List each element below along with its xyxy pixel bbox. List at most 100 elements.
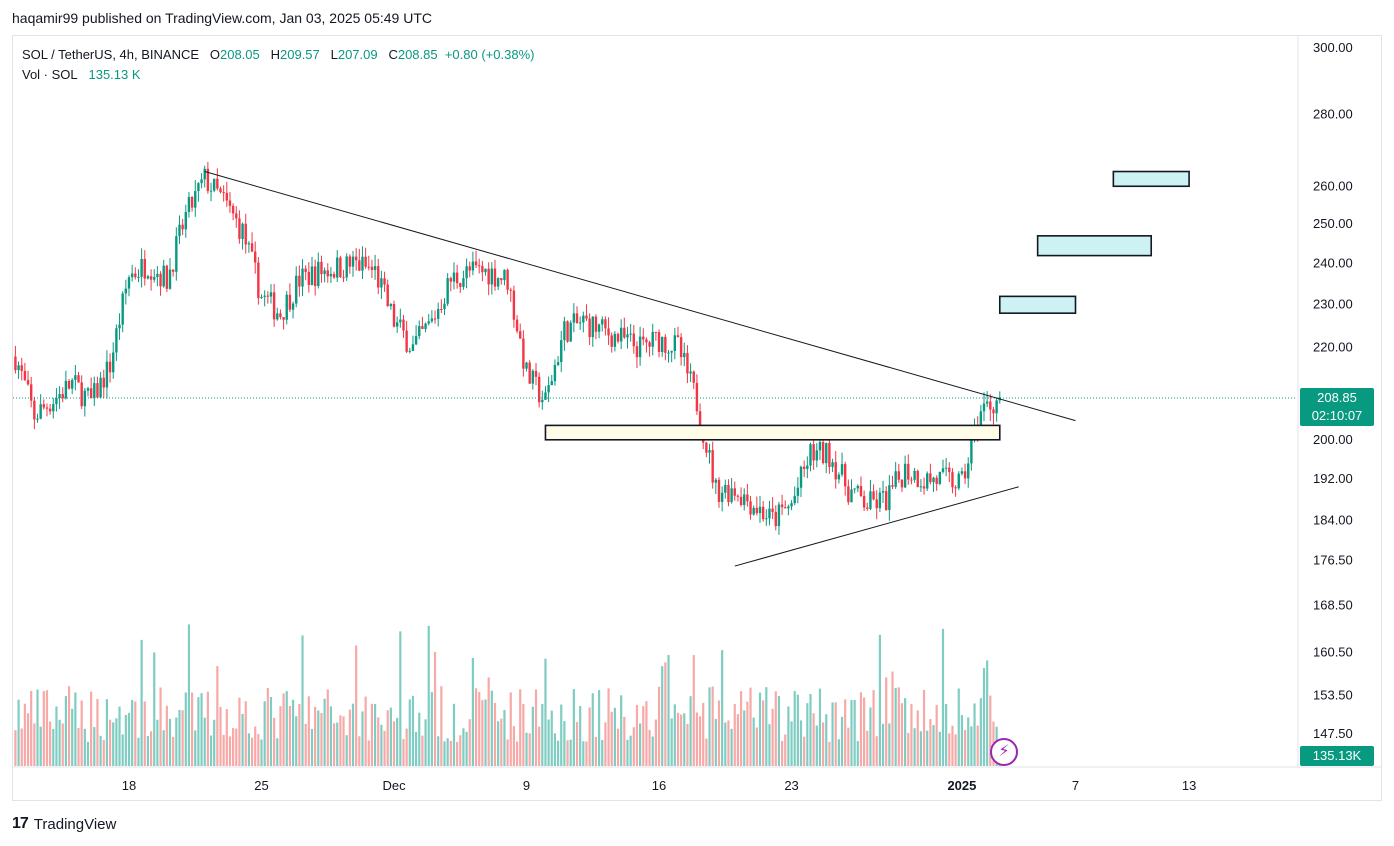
candle-body <box>121 293 124 325</box>
volume-bar <box>856 741 859 766</box>
candle-body <box>989 401 992 410</box>
candle-body <box>130 273 134 278</box>
candle-body <box>168 269 172 289</box>
candle-body <box>676 335 680 338</box>
candle-body <box>796 487 800 496</box>
volume-bar <box>383 730 386 766</box>
volume-bar <box>424 719 427 766</box>
candle-body <box>859 485 863 496</box>
volume-bar <box>844 699 847 766</box>
volume-bar <box>49 721 52 766</box>
volume-bar <box>178 709 181 766</box>
candles <box>14 162 1001 535</box>
candle-body <box>569 322 572 342</box>
volume-bar <box>509 692 512 766</box>
candle-body <box>755 507 759 514</box>
candle-body <box>878 492 882 509</box>
candle-body <box>727 484 730 503</box>
volume-bar <box>746 701 749 766</box>
volume-bar <box>945 703 948 766</box>
volume-bar <box>399 631 402 766</box>
lightning-icon[interactable]: ⚡ <box>990 738 1018 766</box>
volume-bar <box>332 723 336 766</box>
candle-body <box>708 450 711 453</box>
volume-bar <box>83 728 86 766</box>
candle-body <box>33 400 36 420</box>
volume-bar <box>30 690 33 766</box>
volume-bar <box>99 735 102 766</box>
candle-body <box>651 331 654 347</box>
volume-bar <box>408 699 411 766</box>
volume-bar <box>172 736 175 766</box>
brand[interactable]: 17 TradingView <box>12 815 116 833</box>
price-axis-label: 160.50 <box>1313 644 1353 659</box>
volume-bar <box>556 740 560 766</box>
candle-body <box>705 442 708 453</box>
volume-bar <box>888 723 891 766</box>
symbol-label[interactable]: SOL / TetherUS, 4h, BINANCE <box>22 47 200 62</box>
candle-body <box>683 353 686 358</box>
candle-body <box>187 196 191 213</box>
candle-body <box>837 474 841 480</box>
volume-bar <box>796 694 799 766</box>
candle-body <box>430 318 434 322</box>
candle-body <box>462 278 465 287</box>
candle-body <box>793 495 796 504</box>
candle-body <box>601 319 604 325</box>
candle-body <box>550 381 553 386</box>
volume-bar <box>661 666 664 766</box>
volume-bar <box>257 734 260 766</box>
candle-body <box>235 213 238 219</box>
candle-body <box>140 258 143 277</box>
volume-bar <box>288 706 292 766</box>
candle-body <box>856 485 860 489</box>
volume-bar <box>768 724 771 766</box>
volume-bar <box>799 720 803 766</box>
volume-bar <box>717 700 721 766</box>
volume-bar <box>897 687 900 766</box>
candle-body <box>64 380 68 399</box>
volume-bar <box>594 736 598 766</box>
volume-bar <box>938 731 941 766</box>
candle-body <box>377 266 380 288</box>
price-axis-label: 280.00 <box>1313 107 1353 122</box>
candle-body <box>171 269 175 272</box>
candle-body <box>96 383 99 398</box>
candle-body <box>907 463 910 480</box>
candle-body <box>282 317 285 320</box>
candle-body <box>818 442 822 451</box>
target-zone <box>1112 170 1190 188</box>
candle-body <box>506 269 509 290</box>
candle-body <box>774 512 777 527</box>
candle-body <box>443 303 446 310</box>
volume-bar <box>143 701 146 766</box>
annotations <box>13 170 1296 567</box>
candle-body <box>247 243 251 245</box>
volume-bar <box>481 700 484 766</box>
volume-bar <box>982 668 986 766</box>
volume-bar <box>380 724 383 766</box>
volume-bar <box>910 704 913 766</box>
candle-body <box>99 377 102 398</box>
volume-bar <box>711 686 714 766</box>
candle-body <box>717 479 721 502</box>
volume-bar <box>497 721 500 766</box>
candle-body <box>752 507 755 515</box>
volume-bar <box>361 711 364 766</box>
candle-body <box>411 344 415 351</box>
candle-body <box>821 442 825 464</box>
candle-body <box>913 470 916 480</box>
volume-bar <box>153 652 156 766</box>
time-axis-label: 7 <box>1072 778 1079 793</box>
volume-bar <box>534 689 538 766</box>
volume-bar <box>575 721 579 766</box>
volume-bar <box>837 739 840 766</box>
candle-body <box>711 450 714 483</box>
volume-bar <box>140 639 143 766</box>
candle-body <box>452 272 456 282</box>
candle-body <box>257 262 260 299</box>
volume-bar <box>698 716 702 766</box>
open-label: O <box>209 47 220 62</box>
candle-body <box>544 392 547 400</box>
